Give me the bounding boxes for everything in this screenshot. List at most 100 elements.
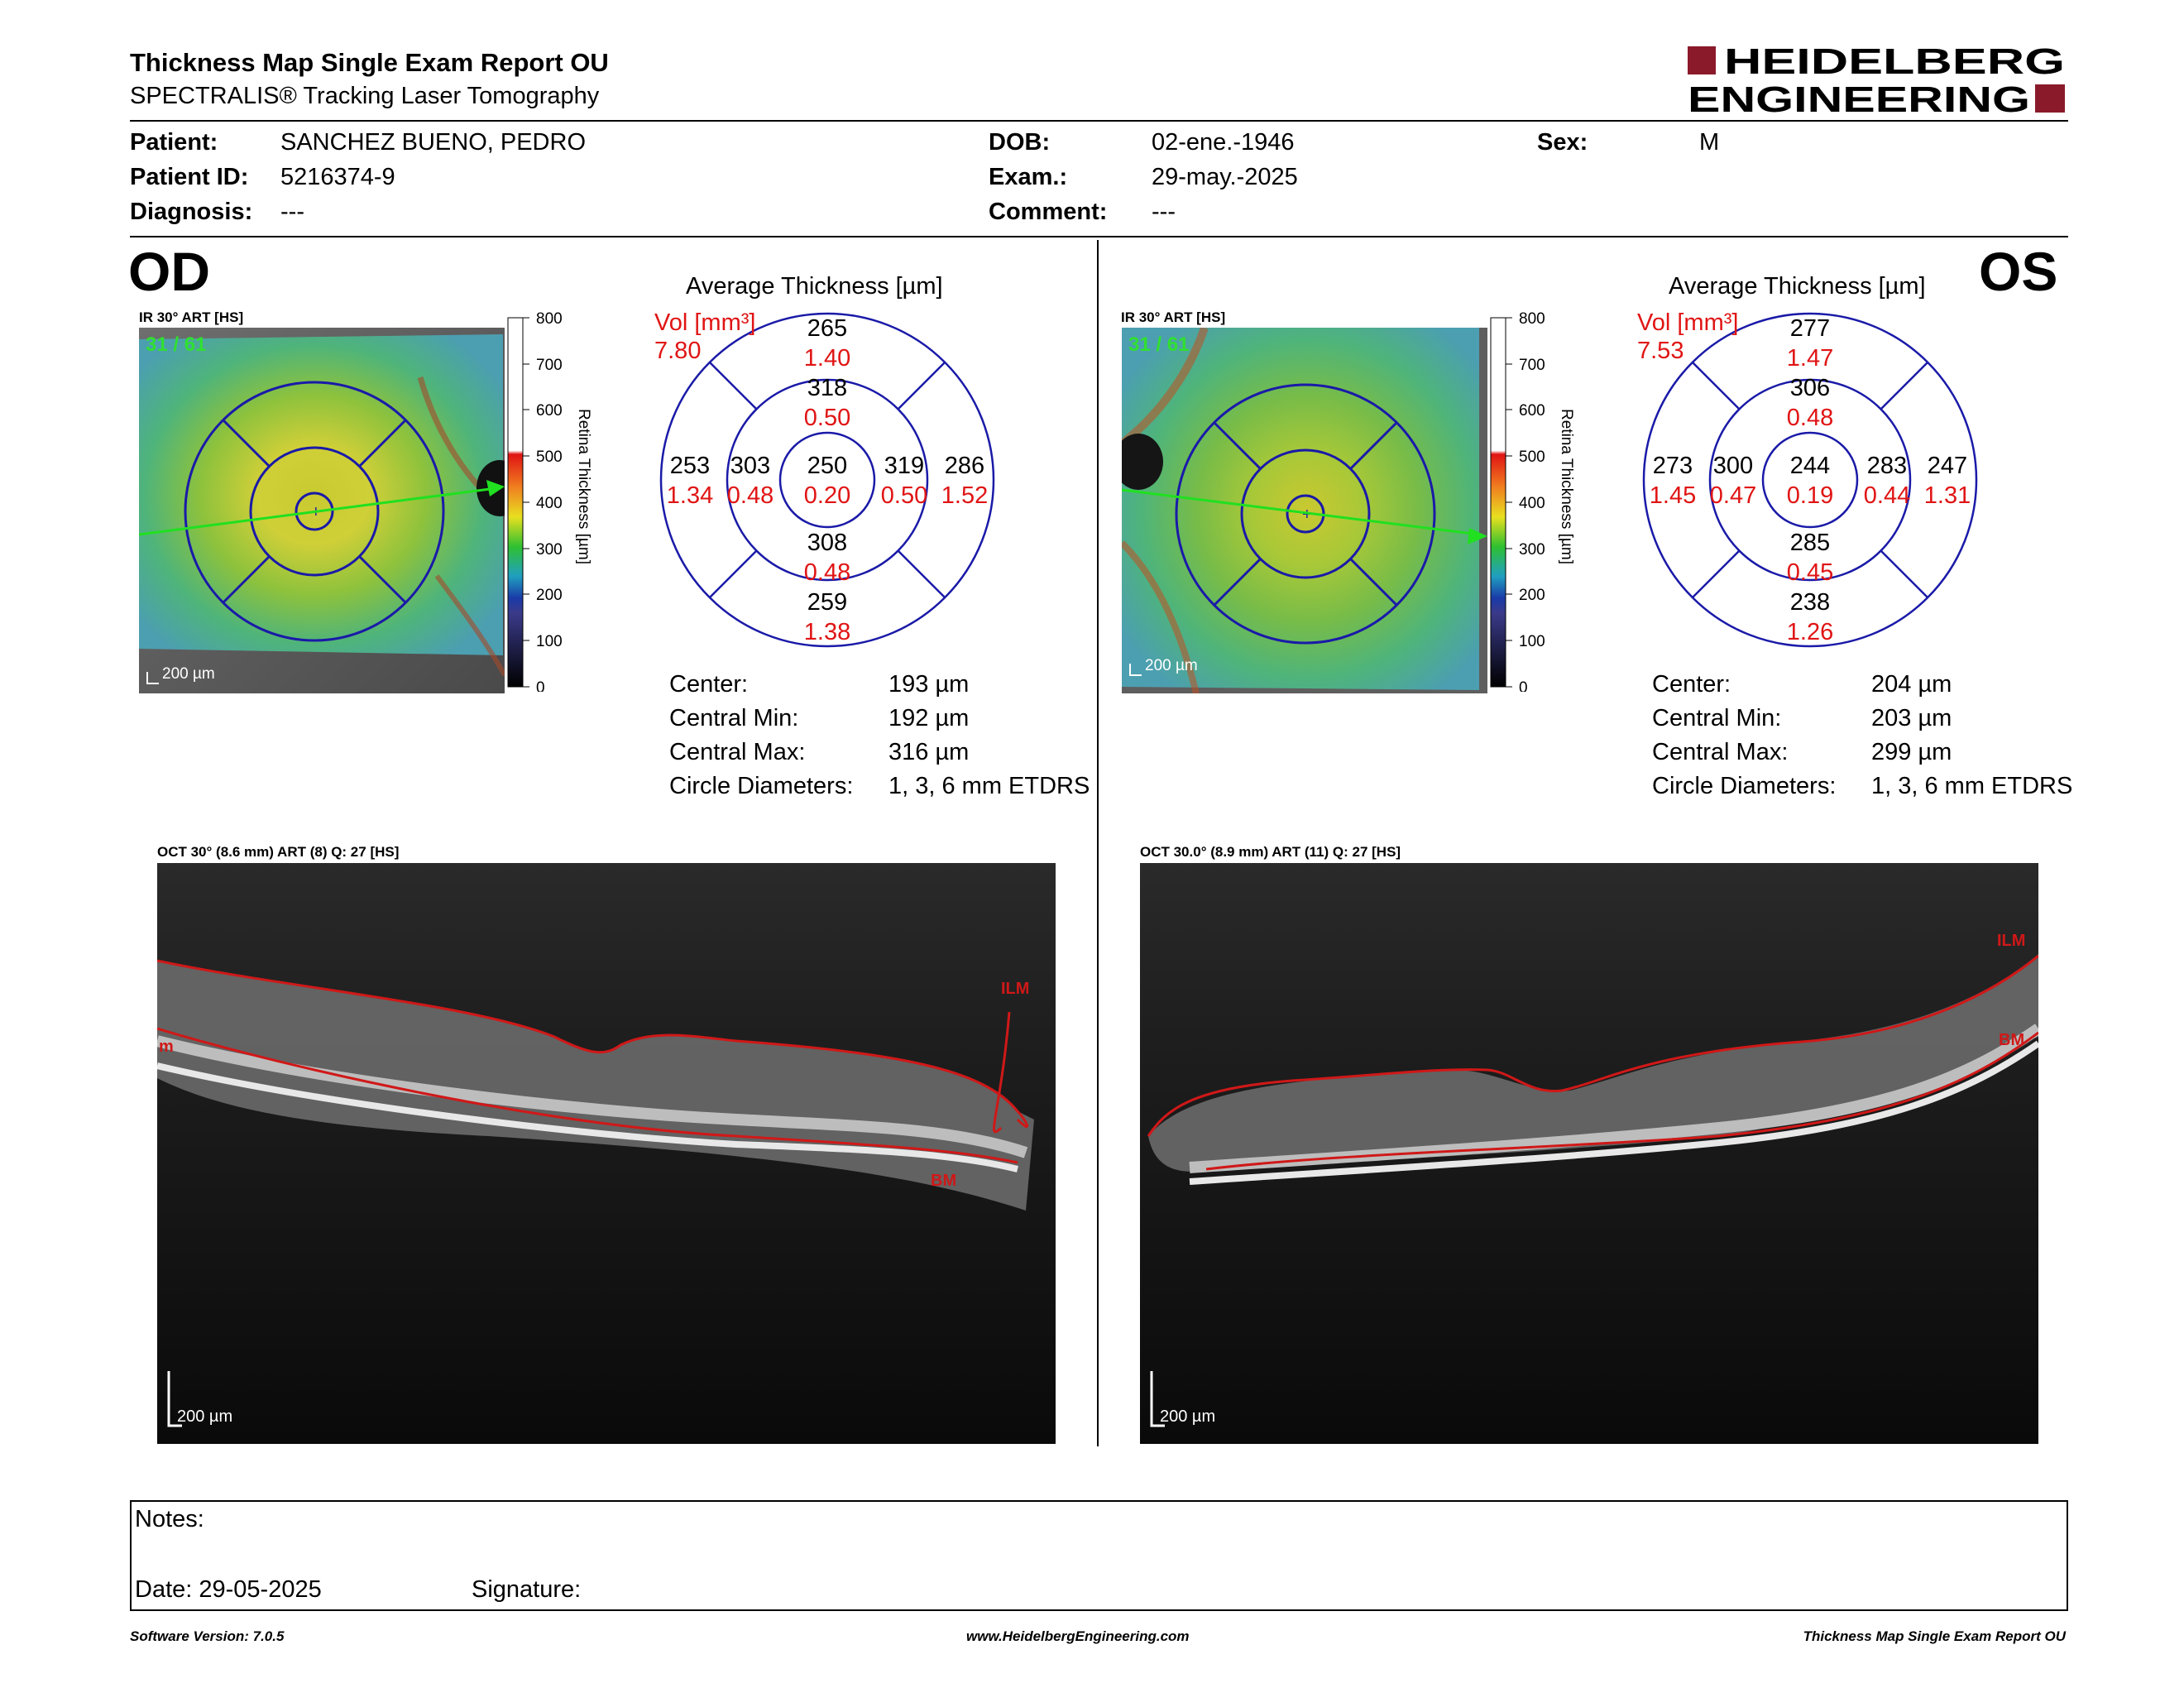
- os-diam-label: Circle Diameters:: [1652, 773, 1837, 799]
- od-center-label: Center:: [669, 671, 749, 698]
- os-inner-inf-thickness: 285: [1790, 530, 1830, 556]
- colorbar-label: Retina Thickness [µm]: [575, 409, 592, 564]
- os-center-volume: 0.19: [1787, 482, 1833, 509]
- os-bm-label: BM: [1999, 1031, 2024, 1049]
- patient-id: 5216374-9: [280, 164, 395, 190]
- colorbar-tick: 100: [1519, 633, 1545, 650]
- dob-value: 02-ene.-1946: [1152, 129, 1295, 156]
- os-diam-value: 1, 3, 6 mm ETDRS: [1871, 773, 2073, 799]
- os-outer-left-volume: 1.45: [1650, 482, 1696, 509]
- od-frame-counter: 31 / 61: [146, 333, 206, 356]
- os-center-value: 204 µm: [1871, 671, 1952, 698]
- od-map-scale: 200 µm: [162, 665, 215, 683]
- os-min-value: 203 µm: [1871, 705, 1952, 731]
- os-inner-inf-volume: 0.45: [1787, 559, 1833, 586]
- os-inner-right-volume: 0.44: [1864, 482, 1910, 509]
- od-outer-right-volume: 1.52: [941, 482, 988, 509]
- od-outer-inf-thickness: 259: [807, 589, 847, 616]
- od-inner-left-volume: 0.48: [727, 482, 774, 509]
- os-map-scale: 200 µm: [1145, 657, 1198, 674]
- os-avg-title: Average Thickness [µm]: [1669, 273, 1926, 300]
- od-inner-sup-volume: 0.50: [804, 405, 850, 431]
- od-thickness-map: + 31 / 61 200 µm: [139, 328, 505, 693]
- os-etdrs-grid: 277 1.47 306 0.48 244 0.19 300 0.47 283 …: [1642, 312, 1978, 648]
- os-inner-left-volume: 0.47: [1710, 482, 1756, 509]
- od-min-label: Central Min:: [669, 705, 799, 731]
- od-outer-inf-volume: 1.38: [804, 619, 850, 645]
- patient-name: SANCHEZ BUENO, PEDRO: [280, 129, 586, 156]
- od-bm-edge-label: m: [159, 1038, 174, 1056]
- patient-id-label: Patient ID:: [130, 164, 249, 190]
- date-label: Date: 29-05-2025: [135, 1576, 322, 1603]
- od-outer-sup-thickness: 265: [807, 315, 847, 342]
- od-eye-label: OD: [128, 241, 210, 302]
- colorbar-label: Retina Thickness [µm]: [1558, 409, 1575, 564]
- diagnosis-label: Diagnosis:: [130, 199, 253, 225]
- od-inner-right-thickness: 319: [884, 453, 924, 479]
- colorbar-tick: 300: [1519, 541, 1545, 559]
- colorbar-tick: 300: [536, 541, 563, 559]
- colorbar-tick: 400: [536, 495, 563, 512]
- exam-value: 29-may.-2025: [1152, 164, 1298, 190]
- sex-label: Sex:: [1537, 129, 1588, 156]
- patient-label: Patient:: [130, 129, 218, 156]
- svg-text:+: +: [1302, 506, 1312, 524]
- od-etdrs-grid: 265 1.40 318 0.50 250 0.20 303 0.48 319 …: [659, 312, 995, 648]
- sex-value: M: [1699, 129, 1720, 156]
- eye-divider: [1097, 240, 1099, 1446]
- od-min-value: 192 µm: [888, 705, 970, 731]
- os-eye-label: OS: [1979, 241, 2058, 302]
- colorbar-tick: 600: [536, 402, 563, 420]
- dob-label: DOB:: [989, 129, 1051, 156]
- od-avg-title: Average Thickness [µm]: [686, 273, 943, 300]
- footer-report-name: Thickness Map Single Exam Report OU: [1803, 1628, 2066, 1644]
- colorbar-tick: 700: [1519, 357, 1545, 374]
- os-ir-label: IR 30° ART [HS]: [1121, 309, 1226, 325]
- os-outer-left-thickness: 273: [1653, 453, 1693, 479]
- os-ilm-label: ILM: [1997, 932, 2025, 950]
- notes-label: Notes:: [135, 1506, 204, 1532]
- colorbar-tick: 0: [536, 679, 545, 692]
- report-subtitle: SPECTRALIS® Tracking Laser Tomography: [130, 83, 600, 109]
- colorbar-tick: 500: [536, 448, 563, 466]
- od-outer-right-thickness: 286: [945, 453, 984, 479]
- colorbar-tick: 200: [536, 587, 563, 604]
- os-oct-label: OCT 30.0° (8.9 mm) ART (11) Q: 27 [HS]: [1140, 844, 1401, 860]
- os-outer-inf-thickness: 238: [1790, 589, 1830, 616]
- os-inner-left-thickness: 300: [1713, 453, 1753, 479]
- colorbar-tick: 600: [1519, 402, 1545, 420]
- signature-label: Signature:: [472, 1576, 582, 1603]
- od-center-volume: 0.20: [804, 482, 850, 509]
- od-oct-label: OCT 30° (8.6 mm) ART (8) Q: 27 [HS]: [157, 844, 400, 860]
- od-oct-bscan: ILM BM m 200 µm: [157, 863, 1056, 1444]
- colorbar-tick: 400: [1519, 495, 1545, 512]
- colorbar-tick: 800: [1519, 310, 1545, 328]
- od-bm-label: BM: [931, 1172, 956, 1190]
- colorbar-tick: 700: [536, 357, 563, 374]
- colorbar-tick: 100: [536, 633, 563, 650]
- od-max-value: 316 µm: [888, 739, 970, 765]
- os-max-value: 299 µm: [1871, 739, 1952, 765]
- od-outer-left-volume: 1.34: [667, 482, 713, 509]
- od-max-label: Central Max:: [669, 739, 806, 765]
- os-thickness-map: + 31 / 61 200 µm: [1122, 328, 1487, 693]
- od-inner-right-volume: 0.50: [881, 482, 927, 509]
- os-outer-right-volume: 1.31: [1924, 482, 1971, 509]
- os-outer-sup-volume: 1.47: [1787, 345, 1833, 372]
- os-vol-total: 7.53: [1637, 338, 1684, 364]
- exam-label: Exam.:: [989, 164, 1068, 190]
- os-outer-right-thickness: 247: [1928, 453, 1967, 479]
- logo-line-1: HEIDELBERG: [1724, 43, 2065, 82]
- od-ir-label: IR 30° ART [HS]: [139, 309, 244, 325]
- od-vol-label: Vol [mm³]: [654, 309, 756, 336]
- os-min-label: Central Min:: [1652, 705, 1782, 731]
- colorbar-tick: 200: [1519, 587, 1545, 604]
- od-center-thickness: 250: [807, 453, 847, 479]
- notes-box[interactable]: [130, 1500, 2068, 1611]
- os-frame-counter: 31 / 61: [1128, 333, 1189, 356]
- od-oct-scale: 200 µm: [177, 1407, 232, 1426]
- colorbar-tick: 0: [1519, 679, 1528, 692]
- website-link[interactable]: www.HeidelbergEngineering.com: [966, 1628, 1190, 1644]
- os-inner-right-thickness: 283: [1867, 453, 1907, 479]
- od-diam-label: Circle Diameters:: [669, 773, 854, 799]
